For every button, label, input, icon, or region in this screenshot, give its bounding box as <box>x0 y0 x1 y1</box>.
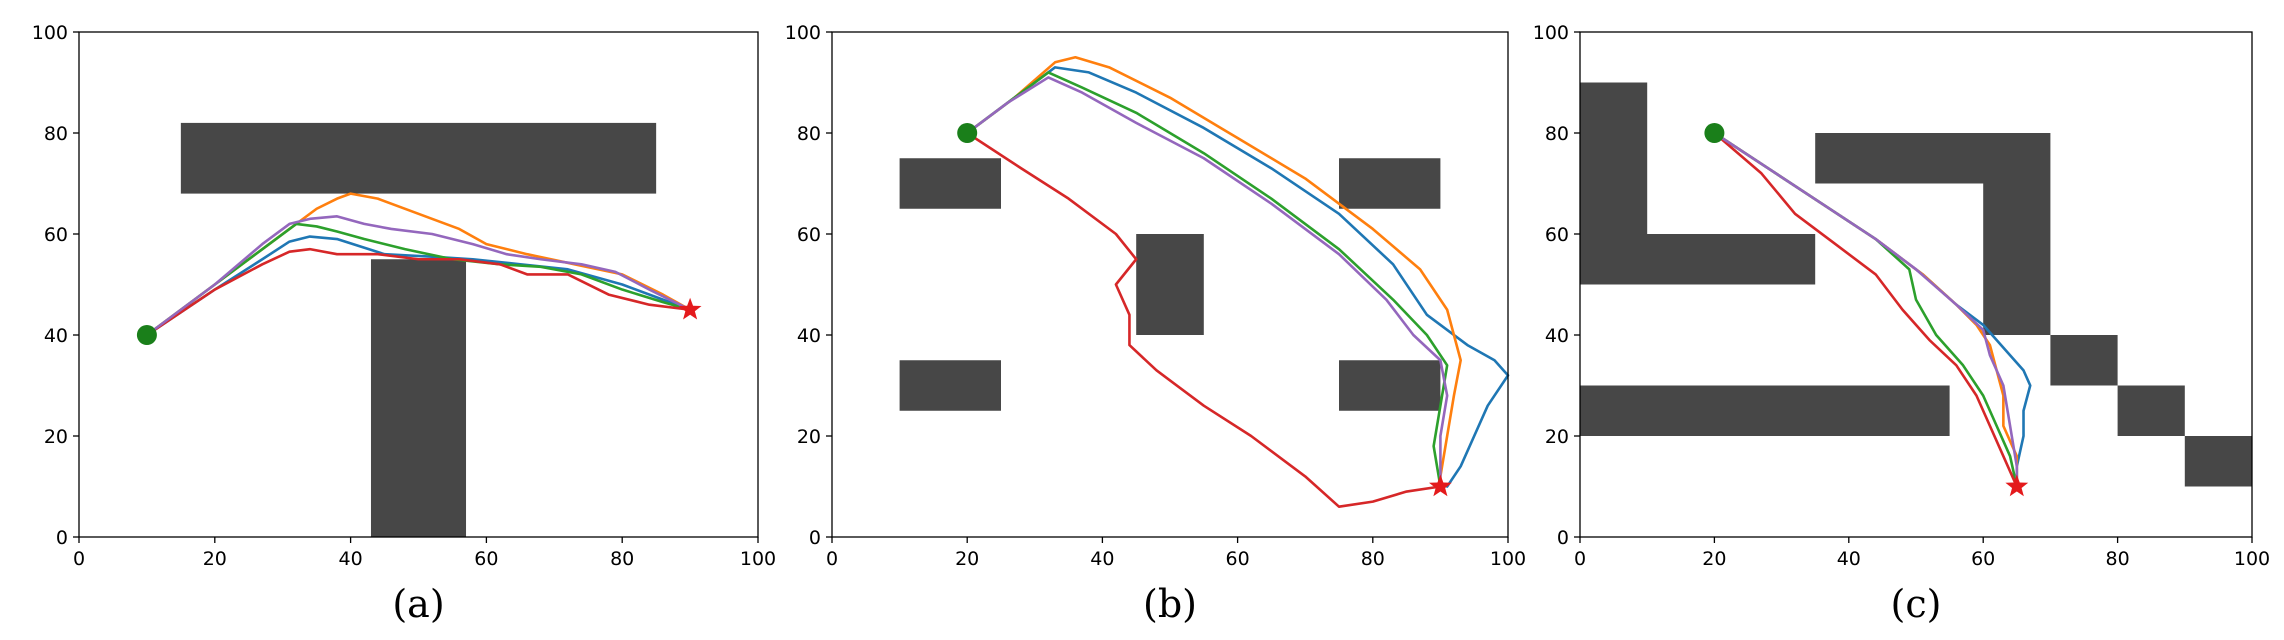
y-tick-label: 20 <box>44 426 68 448</box>
panel-3: 0 20 40 60 80 100 0 20 40 60 80 100 (c) <box>1533 22 2270 626</box>
x-tick-label: 80 <box>2106 548 2130 570</box>
y-tick-label: 0 <box>809 527 821 549</box>
y-tick-label: 100 <box>32 22 68 44</box>
goal-marker <box>678 297 702 320</box>
path-series-1 <box>965 66 1510 488</box>
x-tick-label: 100 <box>740 548 776 570</box>
obstacle-1 <box>899 158 1001 209</box>
axes-frame <box>78 31 759 538</box>
panel-label: (c) <box>1891 582 1942 626</box>
y-tick-label: 40 <box>44 325 68 347</box>
y-tick-label: 60 <box>797 224 821 246</box>
start-marker <box>957 123 978 143</box>
x-tick-label: 60 <box>474 548 498 570</box>
obstacle-5 <box>1339 360 1441 411</box>
y-tick-label: 100 <box>1533 22 1569 44</box>
x-tick-label: 80 <box>1361 548 1385 570</box>
obstacle-4 <box>1983 183 2051 335</box>
path-series-2 <box>965 55 1462 488</box>
x-tick-label: 40 <box>339 548 363 570</box>
goal-marker <box>1428 474 1452 497</box>
x-tick-label: 100 <box>1490 548 1526 570</box>
panel-label: (b) <box>1143 582 1197 626</box>
obstacle-3 <box>1815 133 2051 184</box>
x-tick-label: 0 <box>73 548 85 570</box>
panel-1: 0 20 40 60 80 100 0 20 40 60 80 100 (a) <box>32 22 776 626</box>
obstacle-2 <box>1580 234 1816 285</box>
x-tick-label: 100 <box>2234 548 2270 570</box>
y-tick-label: 60 <box>44 224 68 246</box>
path-series-4 <box>145 247 692 337</box>
y-tick-label: 20 <box>1545 426 1569 448</box>
y-tick-label: 100 <box>785 22 821 44</box>
start-marker <box>1704 123 1725 143</box>
path-series-4 <box>1713 131 2019 488</box>
path-series-3 <box>965 71 1449 488</box>
axes-frame <box>1579 31 2253 538</box>
x-tick-label: 60 <box>1971 548 1995 570</box>
x-tick-label: 20 <box>955 548 979 570</box>
goal-marker <box>2005 474 2029 497</box>
panel-2: 0 20 40 60 80 100 0 20 40 60 80 100 (b) <box>785 22 1526 626</box>
x-tick-label: 40 <box>1090 548 1114 570</box>
path-series-5 <box>965 76 1449 488</box>
x-tick-label: 60 <box>1226 548 1250 570</box>
obstacle-5 <box>2050 335 2118 386</box>
obstacle-6 <box>2117 385 2185 436</box>
x-tick-label: 0 <box>1574 548 1586 570</box>
panel-label: (a) <box>392 582 444 626</box>
y-tick-label: 20 <box>797 426 821 448</box>
y-tick-label: 0 <box>56 527 68 549</box>
x-tick-label: 0 <box>826 548 838 570</box>
obstacle-3 <box>1136 234 1204 335</box>
obstacle-2 <box>370 259 467 537</box>
y-tick-label: 60 <box>1545 224 1569 246</box>
obstacle-4 <box>1339 158 1441 209</box>
path-series-5 <box>1713 131 2019 488</box>
y-tick-label: 0 <box>1557 527 1569 549</box>
y-tick-label: 40 <box>797 325 821 347</box>
x-tick-label: 20 <box>1702 548 1726 570</box>
x-tick-label: 80 <box>610 548 634 570</box>
obstacle-8 <box>1580 385 1950 436</box>
y-tick-label: 80 <box>1545 123 1569 145</box>
axes-frame <box>831 31 1509 538</box>
obstacle-2 <box>899 360 1001 411</box>
y-tick-label: 80 <box>44 123 68 145</box>
x-tick-label: 20 <box>203 548 227 570</box>
x-tick-label: 40 <box>1837 548 1861 570</box>
y-tick-label: 80 <box>797 123 821 145</box>
path-series-3 <box>145 222 692 337</box>
obstacle-1 <box>1580 82 1648 234</box>
obstacle-1 <box>180 122 657 194</box>
start-marker <box>136 325 157 345</box>
y-tick-label: 40 <box>1545 325 1569 347</box>
path-series-1 <box>145 235 692 337</box>
path-series-4 <box>965 131 1442 508</box>
obstacle-7 <box>2184 436 2252 487</box>
path-series-5 <box>145 215 692 337</box>
